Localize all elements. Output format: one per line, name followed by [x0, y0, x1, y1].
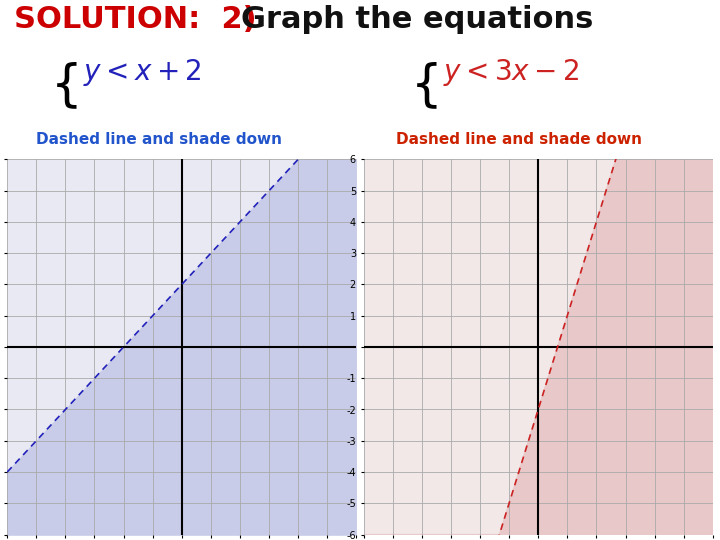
Text: Dashed line and shade down: Dashed line and shade down: [36, 132, 282, 147]
Text: Graph the equations: Graph the equations: [241, 5, 593, 34]
Text: Dashed line and shade down: Dashed line and shade down: [396, 132, 642, 147]
Text: SOLUTION:  2): SOLUTION: 2): [14, 5, 257, 34]
Text: $y < 3x-2$: $y < 3x-2$: [443, 57, 579, 89]
Text: $\{$: $\{$: [410, 60, 438, 111]
Text: $y < x+2$: $y < x+2$: [83, 57, 202, 89]
Text: $\{$: $\{$: [50, 60, 78, 111]
